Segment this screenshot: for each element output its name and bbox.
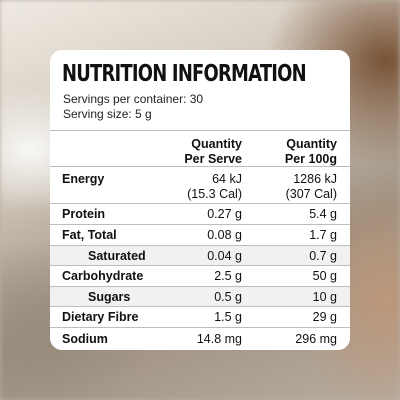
row-value-per-100g: 1286 kJ (307 Cal)	[286, 172, 337, 202]
row-value-per-serve: 0.04 g	[207, 249, 242, 263]
row-value-per-serve: 64 kJ (15.3 Cal)	[187, 172, 242, 202]
row-label: Sodium	[62, 332, 108, 346]
divider	[50, 306, 350, 307]
table-row-fat-total: Fat, Total 0.08 g 1.7 g	[50, 225, 350, 245]
divider	[50, 166, 350, 167]
divider	[50, 130, 350, 131]
divider	[50, 265, 350, 266]
row-value-per-100g: 5.4 g	[309, 207, 337, 221]
row-value-per-100g: 1.7 g	[309, 228, 337, 242]
table-row-dietary-fibre: Dietary Fibre 1.5 g 29 g	[50, 307, 350, 327]
row-label: Fat, Total	[62, 228, 117, 242]
divider	[50, 286, 350, 287]
row-value-per-serve: 1.5 g	[214, 310, 242, 324]
nutrition-panel: NUTRITION INFORMATION Servings per conta…	[50, 50, 350, 350]
energy-cal-per-100g: (307 Cal)	[285, 187, 337, 201]
row-label: Carbohydrate	[62, 269, 144, 283]
energy-kj-per-100g: 1286 kJ	[293, 172, 337, 186]
column-header-per-100g-line2: Per 100g	[284, 152, 337, 166]
row-label: Energy	[62, 172, 105, 186]
servings-per-container: Servings per container: 30	[63, 92, 204, 106]
row-value-per-100g: 29 g	[312, 310, 337, 324]
energy-cal-per-serve: (15.3 Cal)	[187, 187, 242, 201]
table-row-sugars: Sugars 0.5 g 10 g	[50, 287, 350, 306]
divider	[50, 245, 350, 246]
column-header-per-serve-line2: Per Serve	[184, 152, 242, 166]
row-label: Protein	[62, 207, 106, 221]
row-value-per-100g: 10 g	[312, 290, 337, 304]
row-label: Dietary Fibre	[62, 310, 139, 324]
row-value-per-serve: 0.5 g	[214, 290, 242, 304]
divider	[50, 327, 350, 328]
table-row-energy: Energy 64 kJ (15.3 Cal) 1286 kJ (307 Cal…	[50, 167, 350, 203]
table-row-protein: Protein 0.27 g 5.4 g	[50, 204, 350, 224]
table-row-saturated: Saturated 0.04 g 0.7 g	[50, 246, 350, 265]
row-value-per-100g: 50 g	[312, 269, 337, 283]
row-value-per-serve: 0.27 g	[207, 207, 242, 221]
row-label: Sugars	[88, 290, 131, 304]
energy-kj-per-serve: 64 kJ	[212, 172, 242, 186]
divider	[50, 224, 350, 225]
column-header-per-100g-line1: Quantity	[286, 137, 337, 151]
panel-title: NUTRITION INFORMATION	[62, 61, 307, 87]
row-value-per-100g: 296 mg	[295, 332, 337, 346]
row-value-per-serve: 14.8 mg	[196, 332, 242, 346]
row-label: Saturated	[88, 249, 146, 263]
row-value-per-100g: 0.7 g	[309, 249, 337, 263]
table-row-carbohydrate: Carbohydrate 2.5 g 50 g	[50, 266, 350, 286]
table-row-sodium: Sodium 14.8 mg 296 mg	[50, 328, 350, 350]
column-header-per-serve-line1: Quantity	[191, 137, 242, 151]
row-value-per-serve: 0.08 g	[207, 228, 242, 242]
column-header-per-100g: Quantity Per 100g	[247, 137, 337, 167]
serving-size: Serving size: 5 g	[63, 107, 152, 121]
row-value-per-serve: 2.5 g	[214, 269, 242, 283]
divider	[50, 203, 350, 204]
column-header-per-serve: Quantity Per Serve	[132, 137, 242, 167]
